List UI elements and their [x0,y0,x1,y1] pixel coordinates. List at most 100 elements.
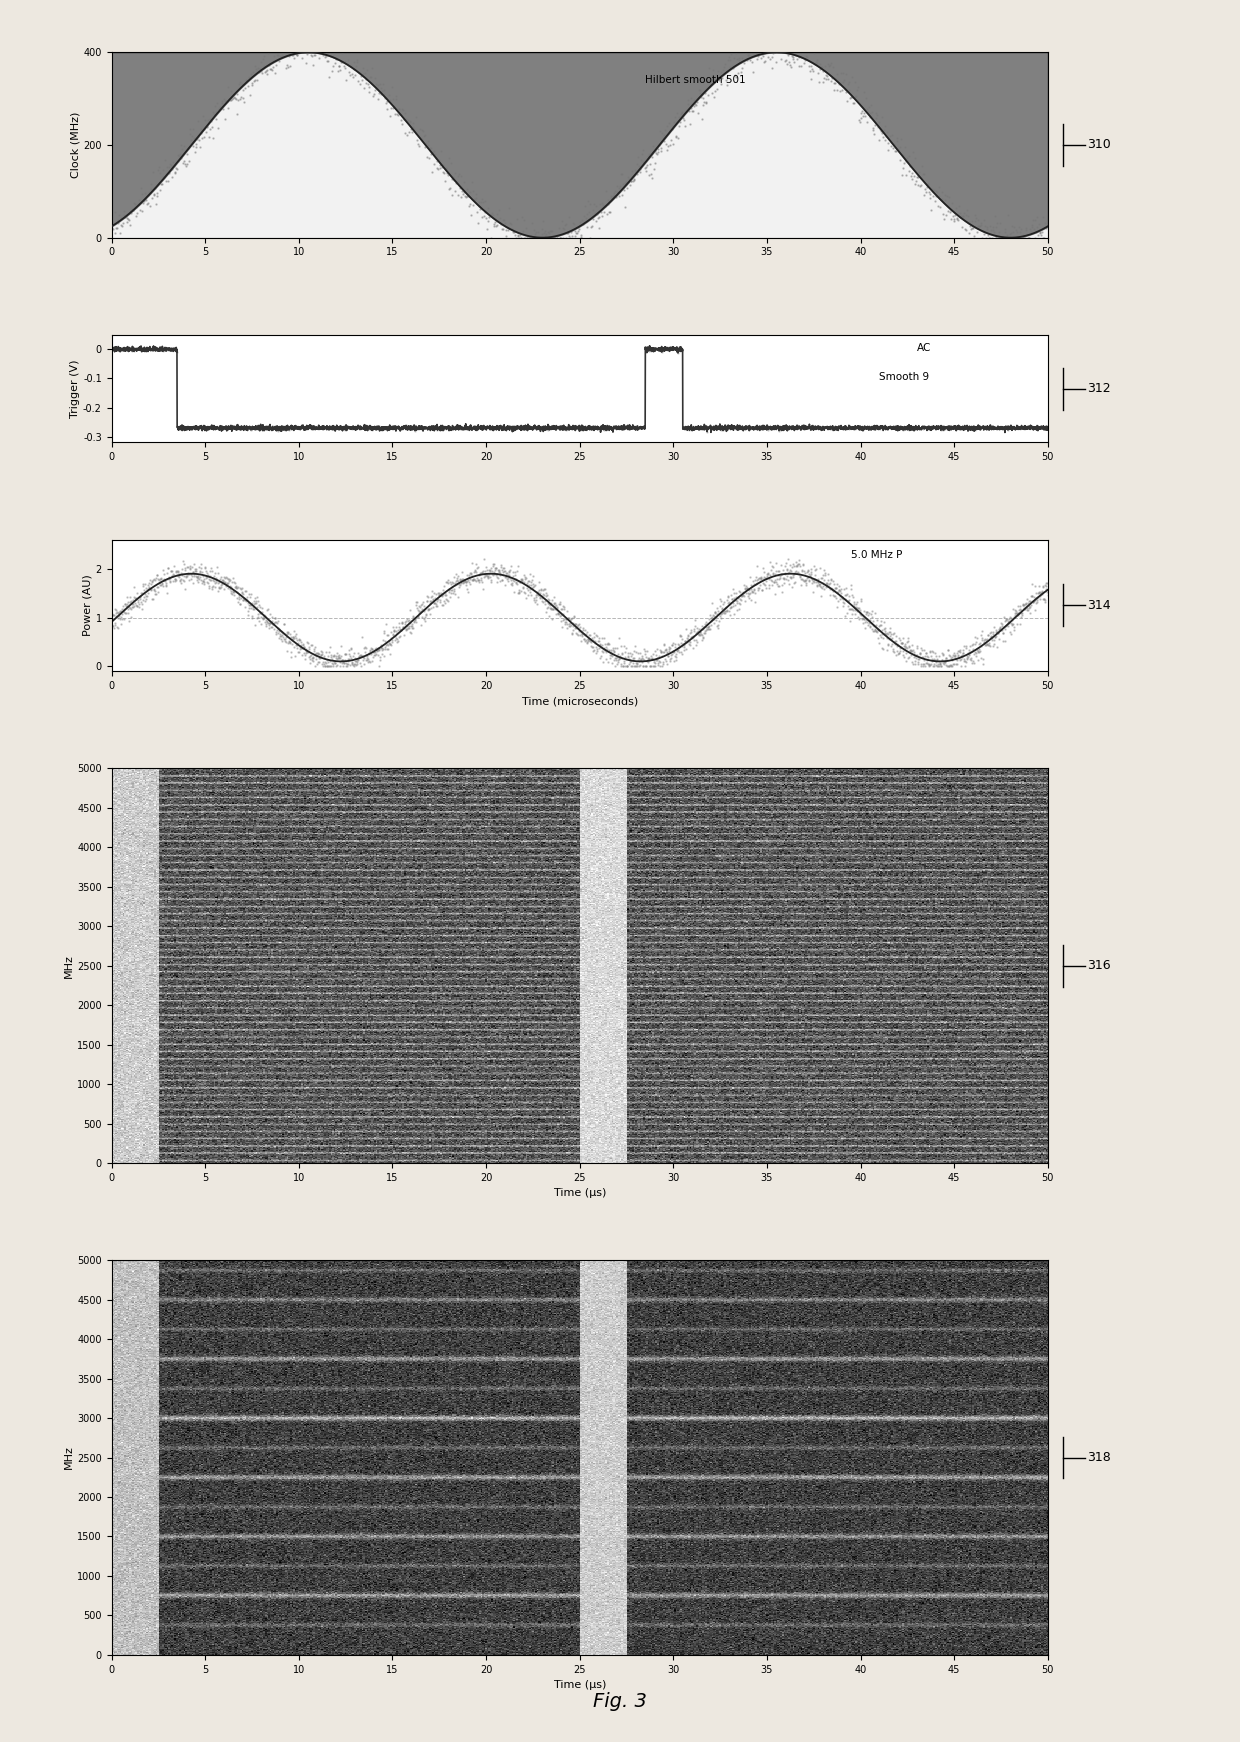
Point [993,618,1013,646]
Point [703,604,723,632]
Point [583,625,603,653]
Point [174,413,193,441]
Point [229,70,249,98]
Point [263,610,283,638]
Point [536,219,556,247]
Point [622,650,642,678]
Point [890,629,910,657]
Point [733,578,753,606]
Point [403,603,423,631]
Point [115,599,135,627]
Point [954,415,973,442]
Point [763,552,782,580]
Point [350,641,370,669]
Point [410,591,430,618]
Point [244,587,264,615]
Point [737,575,756,603]
Point [730,59,750,87]
Y-axis label: Clock (MHz): Clock (MHz) [71,111,81,178]
Point [1021,582,1040,610]
Point [393,613,413,641]
Point [520,575,539,603]
Point [604,181,624,209]
Point [841,84,861,111]
Point [582,211,601,239]
Point [914,636,934,664]
Point [670,103,689,131]
Point [487,211,507,239]
Point [575,622,595,650]
Point [343,639,363,667]
Point [332,49,352,77]
Point [299,38,319,66]
Point [275,38,295,66]
Point [474,202,494,230]
Point [191,554,211,582]
Point [1008,592,1028,620]
Point [903,159,923,186]
Point [663,638,683,665]
Point [324,650,343,678]
Point [453,564,472,592]
Point [114,598,134,625]
Point [557,606,577,634]
Point [906,632,926,660]
Point [866,415,885,442]
Point [247,66,267,94]
Point [484,561,503,589]
Point [842,84,862,111]
Point [135,587,155,615]
Point [703,606,723,634]
Point [800,563,820,591]
Point [443,165,463,193]
Point [138,334,157,362]
Point [724,601,744,629]
Point [352,624,372,652]
Point [371,80,391,108]
Point [554,608,574,636]
Point [131,578,151,606]
Point [999,604,1019,632]
Point [805,566,825,594]
Point [383,413,403,441]
Point [575,204,595,232]
Point [286,620,306,648]
Point [295,38,315,66]
Point [976,223,996,251]
Point [743,413,763,441]
Point [594,416,614,444]
Point [848,594,868,622]
Point [340,415,360,442]
Point [831,577,851,604]
Point [391,622,410,650]
Point [827,59,847,87]
Point [661,131,681,159]
Point [502,214,522,242]
Point [149,573,169,601]
Point [317,646,337,674]
Point [553,214,573,242]
Point [990,615,1009,643]
Point [981,213,1001,240]
Point [417,143,436,171]
Point [172,136,192,164]
Point [232,575,252,603]
Point [418,132,438,160]
Point [335,639,355,667]
Point [784,561,804,589]
Point [432,582,451,610]
Point [547,592,567,620]
Point [959,415,978,442]
Point [932,178,952,206]
Point [221,411,241,439]
Point [770,564,790,592]
Point [916,639,936,667]
Point [916,643,936,671]
Point [719,598,739,625]
Point [970,634,990,662]
Point [755,571,775,599]
Point [425,584,445,611]
Point [962,214,982,242]
Point [201,566,221,594]
Point [817,63,837,91]
